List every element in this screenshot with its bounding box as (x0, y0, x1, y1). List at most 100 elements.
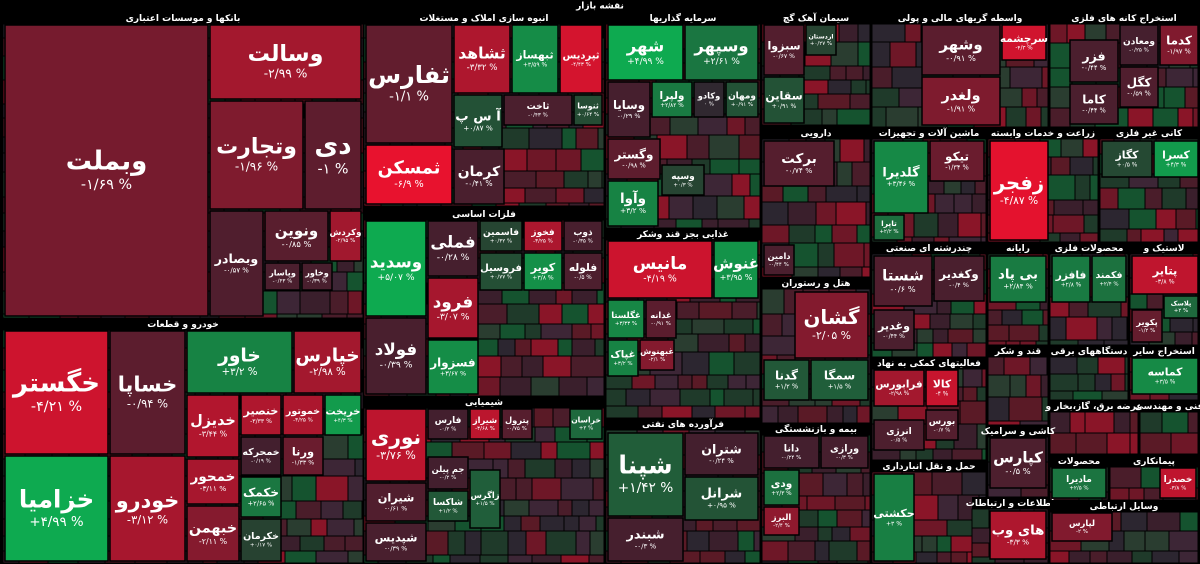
stock-tile (365, 144, 453, 205)
stock-name: وکغدیر (938, 267, 978, 282)
stock-name: شیراز (472, 415, 497, 426)
filler-tile (649, 388, 681, 407)
filler-tile (815, 201, 837, 226)
filler-tile (323, 535, 346, 552)
stock-name: سمگا (824, 369, 855, 383)
stock-tile (1001, 24, 1047, 61)
stock-change: -۱/۹۱ % (947, 104, 976, 113)
stock-tile (365, 220, 427, 317)
stock-change: +۱/۴۲ % (618, 480, 674, 496)
filler-tile (831, 224, 858, 244)
group-title: فرآورده های نفتی (642, 418, 724, 430)
stock-name: شاکسا (433, 498, 463, 508)
filler-tile (1042, 309, 1049, 326)
filler-tile (347, 433, 364, 460)
stock-tile (1153, 140, 1199, 178)
group-title: فعالیتهای کمکی به نهاد (877, 359, 981, 369)
stock-tile (264, 262, 301, 291)
filler-tile (737, 530, 755, 552)
stock-name: خاور (217, 345, 261, 366)
filler-tile (691, 405, 716, 419)
stock-name: سقاین (765, 89, 802, 102)
group-title: هتل و رستوران (781, 279, 850, 289)
filler-tile (838, 23, 859, 43)
stock-tile (661, 164, 705, 196)
stock-tile (186, 458, 240, 505)
filler-tile (981, 448, 987, 461)
filler-tile (1117, 187, 1146, 210)
stock-name: تاپرا (881, 219, 897, 228)
stock-tile (921, 76, 1001, 126)
filler-tile (539, 515, 565, 532)
filler-tile (545, 530, 577, 556)
filler-tile (530, 376, 560, 397)
group-title-strip (1130, 345, 1198, 357)
stock-tile (763, 76, 805, 124)
filler-tile (1036, 87, 1049, 108)
stock-tile (523, 252, 563, 291)
filler-tile (817, 509, 838, 528)
stock-change: -۰/۵۷ % (224, 266, 249, 274)
filler-tile (948, 236, 982, 243)
stock-change: -۰/۵ % (1005, 466, 1030, 476)
group-title-strip (3, 318, 363, 330)
filler-tile (530, 338, 559, 357)
group-title: خودرو و قطعات (147, 320, 219, 330)
stock-name: کالا (933, 377, 952, 390)
filler-tile (1049, 356, 1078, 375)
stock-change: ۰ % (704, 102, 714, 108)
stock-tile (607, 81, 651, 138)
filler-tile (831, 526, 851, 542)
stock-name: جم پیلن (432, 464, 465, 475)
filler-tile (518, 202, 547, 207)
stock-change: +۲/۲ % (879, 229, 898, 235)
stock-change: -۳/۱۲ % (127, 512, 168, 526)
stock-tile (453, 94, 503, 148)
stock-name: دانا (784, 444, 799, 455)
stock-tile (1051, 512, 1113, 542)
filler-tile (1111, 316, 1128, 341)
stock-tile (427, 339, 479, 395)
stock-tile (873, 369, 925, 407)
filler-tile (753, 530, 761, 552)
filler-tile (842, 405, 858, 424)
filler-tile (971, 193, 987, 214)
stock-change: -۳/۸ % (1155, 278, 1174, 285)
stock-change: -۰/۳۹ % (385, 545, 408, 552)
stock-change: -۴/۲۱ % (31, 399, 82, 415)
filler-tile (321, 313, 348, 319)
filler-tile (1049, 23, 1068, 44)
stock-name: های وب (992, 524, 1045, 539)
stock-tile (1119, 66, 1159, 108)
stock-tile (569, 408, 603, 440)
stock-change: -۲/۹۵ % (336, 238, 356, 244)
filler-tile (871, 87, 900, 108)
stock-name: وسدید (370, 252, 422, 273)
filler-tile (856, 185, 871, 203)
group-title-strip (364, 396, 604, 408)
filler-tile (560, 554, 590, 564)
stock-tile (1091, 255, 1127, 303)
stock-change: -۰/۴۴ % (883, 333, 905, 340)
filler-tile (1008, 396, 1043, 422)
filler-tile (676, 301, 700, 320)
filler-tile (1184, 86, 1199, 109)
filler-tile (851, 161, 871, 187)
filler-tile (592, 477, 605, 501)
filler-tile (1025, 106, 1042, 128)
stock-name: خراسان (571, 416, 601, 425)
filler-tile (1099, 208, 1130, 230)
filler-tile (861, 266, 871, 278)
filler-tile (533, 407, 554, 428)
filler-tile (1005, 340, 1021, 346)
stock-name: مادیرا (1066, 475, 1092, 485)
filler-tile (744, 405, 761, 419)
filler-tile (568, 202, 590, 207)
group-title-strip (1050, 12, 1198, 24)
filler-tile (953, 193, 973, 214)
filler-tile (951, 448, 983, 461)
stock-tile (873, 419, 925, 451)
stock-tile (713, 240, 759, 299)
stock-name: وکردش (330, 228, 362, 238)
stock-tile (684, 24, 759, 81)
